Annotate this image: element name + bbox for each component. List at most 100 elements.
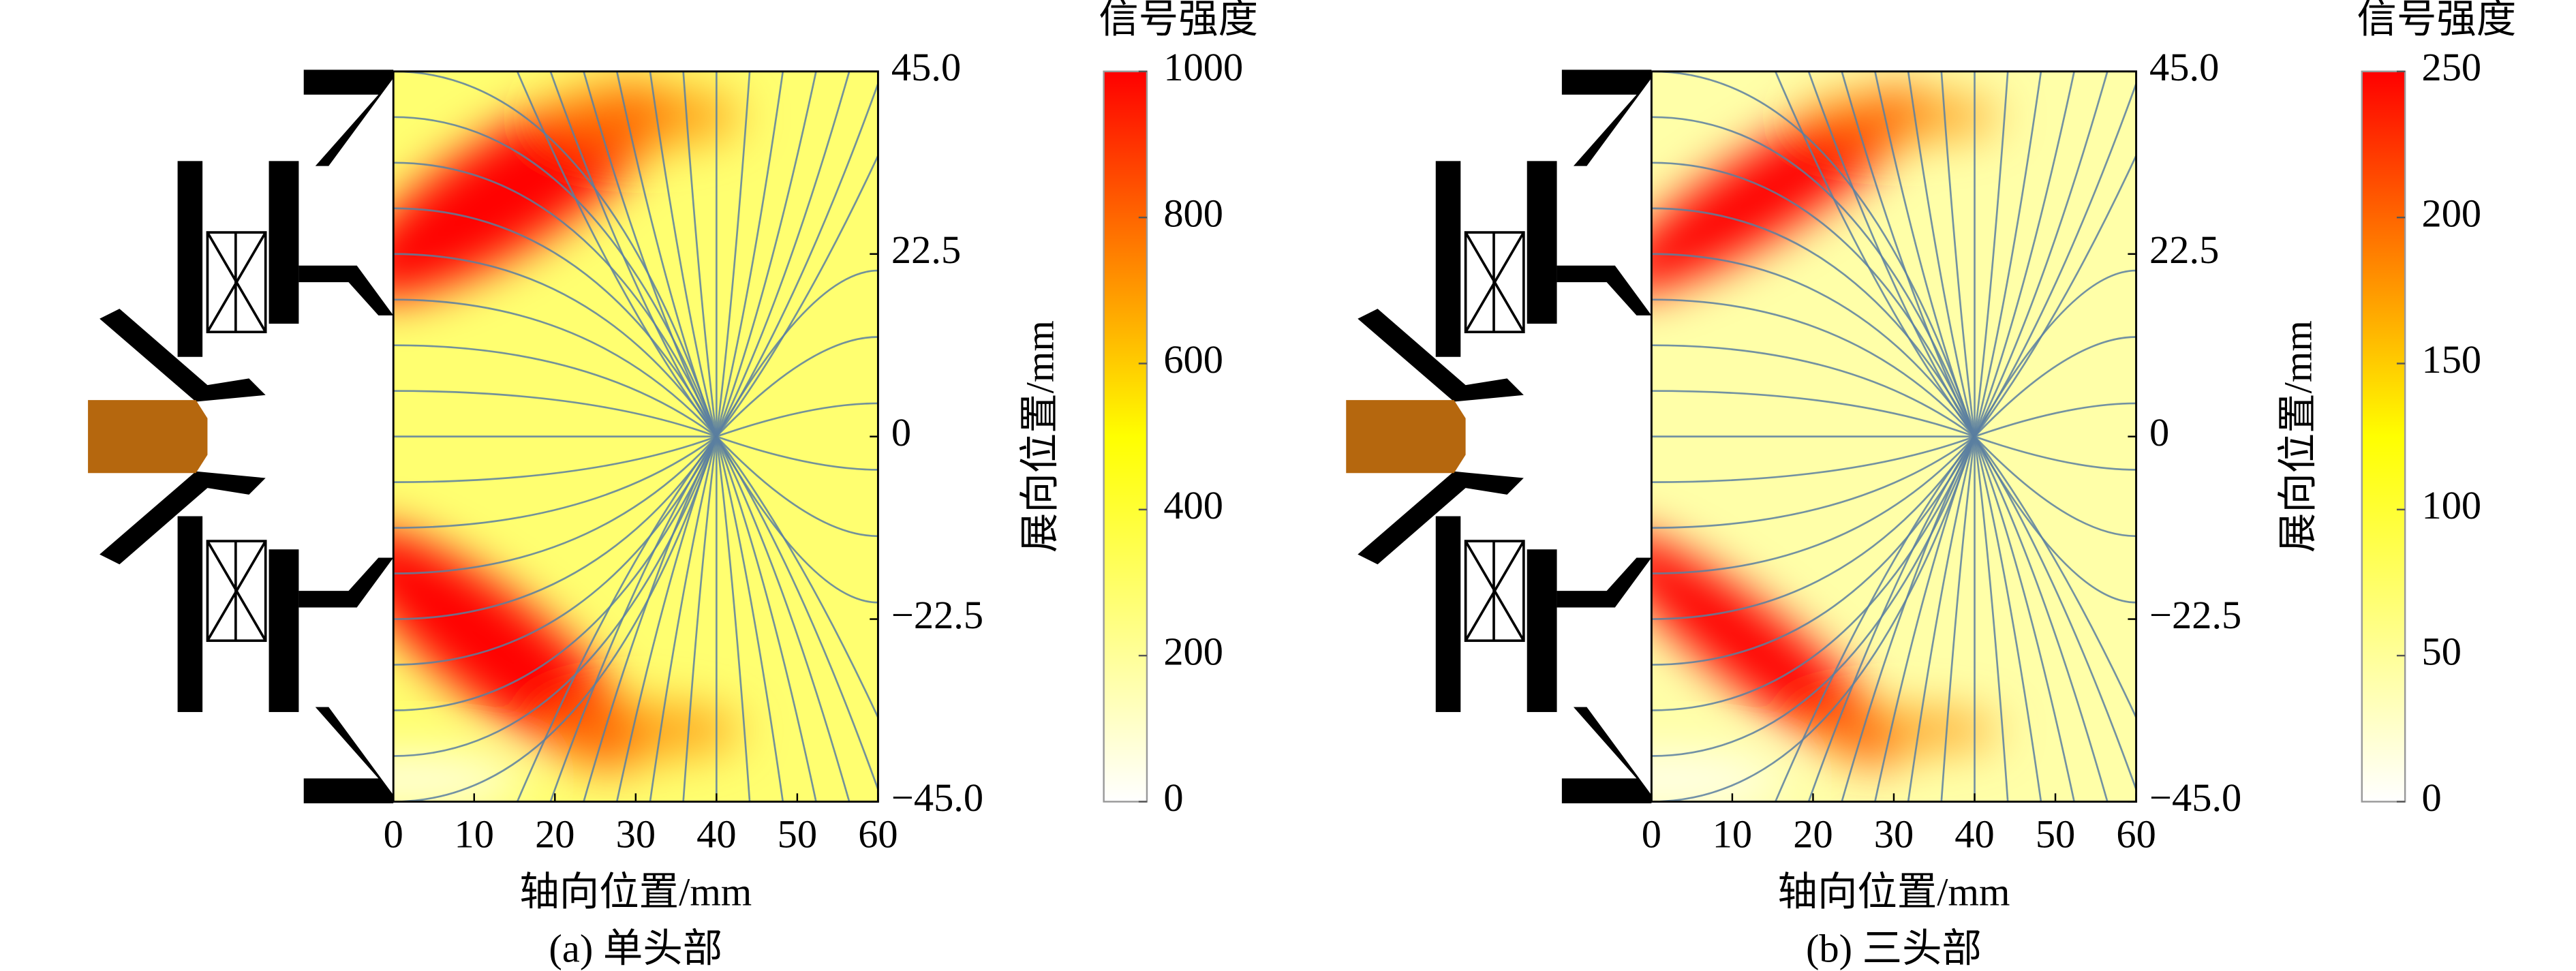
streamline (716, 435, 878, 604)
streamline (1807, 71, 1976, 437)
streamline (716, 436, 817, 802)
streamline (1651, 436, 1976, 666)
wall (1557, 557, 1652, 608)
streamline (1974, 153, 2136, 437)
burner (99, 70, 394, 402)
streamline (716, 436, 850, 802)
wall (1435, 516, 1461, 712)
streamline (393, 298, 718, 437)
streamline (393, 435, 717, 483)
colorbar-tick-label: 800 (1163, 191, 1223, 236)
streamline (716, 436, 751, 802)
y-tick-label: 22.5 (2149, 228, 2219, 272)
swirler (99, 309, 266, 402)
streamline (1651, 161, 1976, 437)
streamline (516, 435, 718, 802)
y-tick-label: 22.5 (891, 228, 961, 272)
x-tick-label: 60 (858, 812, 898, 856)
streamline (393, 71, 718, 437)
streamline (1940, 436, 1976, 802)
field (393, 71, 878, 802)
streamline (716, 71, 751, 437)
y-tick-label: 0 (2149, 410, 2169, 454)
y-tick-label: −45.0 (2149, 775, 2241, 820)
streamline (716, 71, 784, 437)
streamline (393, 253, 718, 437)
streamline (1651, 253, 1976, 437)
streamline (1775, 71, 1976, 437)
lattice (206, 540, 267, 642)
burner (1358, 70, 1652, 402)
streamline (1940, 71, 1976, 437)
streamline (516, 71, 718, 437)
x-tick-label: 40 (1954, 812, 1994, 856)
streamline (682, 71, 718, 437)
streamline (1841, 71, 1976, 437)
y-axis-label: 展向位置/mm (2276, 320, 2320, 553)
y-axis-label: 展向位置/mm (1017, 320, 1062, 553)
x-tick-label: 30 (616, 812, 656, 856)
lattice (206, 232, 267, 333)
x-tick-label: 0 (1642, 812, 1661, 856)
x-axis-label: 轴向位置/mm (519, 870, 752, 914)
streamline (716, 71, 817, 437)
colorbar-tick-label: 150 (2421, 337, 2481, 382)
streamline (1874, 436, 1976, 802)
streamline (1874, 71, 1976, 437)
streamline (1974, 402, 2136, 437)
x-tick-label: 0 (384, 812, 403, 856)
streamline (716, 435, 878, 538)
streamline (716, 71, 850, 437)
wall (303, 70, 394, 166)
colorbar-label: 信号强度 (2357, 0, 2517, 42)
x-tick-label: 10 (1713, 812, 1752, 856)
streamline (393, 436, 718, 802)
caption: (a) 单头部 (549, 927, 722, 971)
x-tick-label: 50 (2036, 812, 2075, 856)
y-tick-label: −22.5 (2149, 593, 2241, 637)
hot-zone (542, 86, 742, 147)
wall (269, 161, 299, 324)
streamline (1807, 435, 1976, 802)
wall (1527, 549, 1557, 712)
lattice (1465, 540, 1525, 642)
streamline (716, 269, 878, 437)
streamline (1974, 436, 2009, 802)
hot-zone (1651, 530, 1897, 765)
wall (298, 265, 394, 315)
wall (1557, 265, 1652, 315)
streamline (393, 436, 718, 711)
streamline (716, 153, 878, 437)
streamline (1974, 436, 2075, 802)
streamline (1651, 435, 1975, 483)
streamline (1974, 436, 2042, 802)
streamline (393, 435, 718, 529)
hot-zone (1800, 710, 2000, 750)
streamline (1974, 269, 2136, 437)
streamline (1907, 71, 1976, 437)
streamline (1651, 436, 1976, 802)
streamline (716, 402, 878, 437)
wall (1561, 707, 1652, 803)
swirler (99, 471, 266, 565)
x-tick-label: 30 (1874, 812, 1914, 856)
y-tick-label: 45.0 (2149, 45, 2219, 89)
wall (1527, 161, 1557, 324)
colorbar-label: 信号强度 (1099, 0, 1258, 42)
streamline (583, 436, 718, 802)
y-tick-label: 45.0 (891, 45, 961, 89)
x-axis-label: 轴向位置/mm (1778, 870, 2010, 914)
streamline (682, 436, 718, 802)
field (1651, 71, 2136, 802)
y-tick-label: −22.5 (891, 593, 983, 637)
streamline (1651, 435, 1976, 620)
streamline (1651, 71, 1976, 437)
streamline (583, 71, 718, 437)
streamline (1974, 435, 2136, 720)
x-tick-label: 40 (696, 812, 736, 856)
burner-mirror (1358, 471, 1652, 803)
streamline (1974, 435, 2136, 471)
streamline (393, 207, 718, 437)
streamline (393, 436, 718, 666)
